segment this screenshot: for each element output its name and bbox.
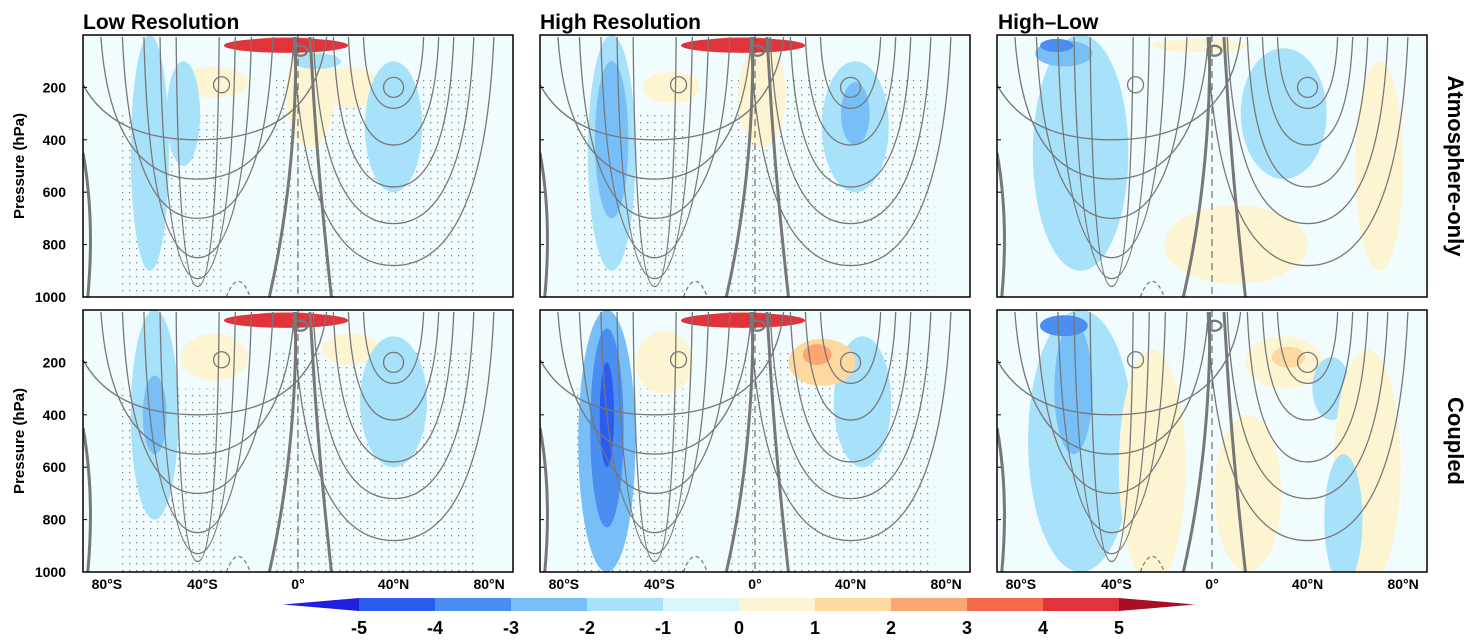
panel-r0-c1 — [539, 34, 971, 298]
panel-r0-c2 — [996, 34, 1428, 298]
colorbar-tick-label: -1 — [655, 618, 671, 638]
colorbar-tick-label: 1 — [810, 618, 820, 638]
x-tick-label: 40°S — [187, 576, 218, 592]
anomaly-blob — [1324, 454, 1363, 572]
anomaly-blob — [1214, 414, 1282, 572]
x-tick-label: 40°N — [835, 576, 866, 592]
y-tick-label: 200 — [43, 354, 67, 370]
colorbar-tick-label: -2 — [579, 618, 595, 638]
anomaly-blob — [594, 61, 629, 219]
colorbar-tick-label: 3 — [962, 618, 972, 638]
colorbar-segment — [891, 598, 968, 611]
axis-ticks: 200 400 600 800 1000 200 400 600 800 1000 80°S 40°S… — [35, 79, 1419, 592]
anomaly-blob — [130, 35, 169, 271]
x-tick-label: 80°S — [549, 576, 580, 592]
colorbar-tick-label: 0 — [734, 618, 744, 638]
row-label-atmosphere-only: Atmosphere-only — [1443, 76, 1468, 258]
anomaly-blob — [223, 38, 349, 53]
anomaly-blob — [166, 61, 201, 166]
x-tick-label: 80°N — [930, 576, 961, 592]
panel-title-low-resolution: Low Resolution — [83, 11, 239, 34]
panel-frame — [996, 309, 1428, 573]
y-tick-label: 1000 — [35, 564, 66, 580]
x-tick-label: 0° — [291, 576, 304, 592]
x-tick-label: 40°N — [1292, 576, 1323, 592]
panel-frame — [539, 34, 971, 298]
x-tick-label: 40°S — [644, 576, 675, 592]
anomaly-blob — [802, 344, 832, 366]
panel-frame — [82, 34, 514, 298]
anomaly-blob — [1164, 205, 1308, 284]
colorbar-segment — [359, 598, 436, 611]
colorbar-tick-label: -4 — [427, 618, 443, 638]
y-tick-label: 400 — [43, 132, 67, 148]
colorbar-tick-label: -3 — [503, 618, 519, 638]
x-tick-label: 80°S — [1006, 576, 1037, 592]
x-tick-label: 0° — [1205, 576, 1218, 592]
anomaly-blob — [841, 82, 870, 146]
x-tick-label: 80°N — [473, 576, 504, 592]
panel-r1-c1 — [539, 309, 971, 573]
colorbar-segment — [967, 598, 1044, 611]
anomaly-blob — [364, 61, 423, 193]
anomaly-blob — [1040, 315, 1088, 337]
colorbar-segment — [587, 598, 664, 611]
y-tick-label: 600 — [43, 184, 67, 200]
colorbar-tick-label: -5 — [351, 618, 367, 638]
anomaly-blob — [1271, 346, 1306, 368]
x-tick-label: 80°S — [92, 576, 123, 592]
anomaly-blob — [680, 38, 806, 53]
colorbar: -5 -4 -3 -2 -1 0 1 2 3 4 5 — [283, 598, 1195, 638]
panel-grid — [82, 34, 1428, 573]
y-tick-label: 800 — [43, 512, 67, 528]
y-axis-label-row2: Pressure (hPa) — [11, 388, 28, 494]
colorbar-tick-label: 5 — [1114, 618, 1124, 638]
anomaly-blob — [1152, 38, 1248, 53]
panel-title-high-resolution: High Resolution — [540, 11, 701, 34]
y-tick-label: 1000 — [35, 289, 66, 305]
x-tick-label: 40°N — [378, 576, 409, 592]
anomaly-blob — [1032, 35, 1129, 271]
colorbar-segment — [283, 598, 359, 611]
panel-r1-c0 — [82, 309, 514, 573]
y-tick-label: 800 — [43, 237, 67, 253]
anomaly-blob — [680, 313, 806, 328]
colorbar-tick-label: 4 — [1038, 618, 1048, 638]
anomaly-blob — [293, 53, 341, 70]
colorbar-tick-label: 2 — [886, 618, 896, 638]
panel-r0-c0 — [82, 34, 514, 298]
y-tick-label: 200 — [43, 79, 67, 95]
panel-r1-c2 — [996, 309, 1428, 573]
anomaly-blob — [1355, 61, 1404, 271]
panel-frame — [996, 34, 1428, 298]
y-axis-label-row1: Pressure (hPa) — [11, 113, 28, 219]
anomaly-blob — [1118, 349, 1186, 572]
anomaly-blob — [1040, 38, 1074, 53]
colorbar-segment — [1043, 598, 1120, 611]
colorbar-segment — [511, 598, 588, 611]
y-tick-label: 600 — [43, 459, 67, 475]
panel-frame — [539, 309, 971, 573]
y-tick-label: 400 — [43, 407, 67, 423]
anomaly-blob — [635, 330, 693, 394]
colorbar-segment — [663, 598, 740, 611]
anomaly-blob — [1054, 323, 1093, 455]
row-label-coupled: Coupled — [1443, 397, 1468, 485]
x-tick-label: 40°S — [1101, 576, 1132, 592]
colorbar-segment — [435, 598, 512, 611]
panel-title-high-minus-low: High–Low — [998, 11, 1099, 34]
x-tick-label: 80°N — [1387, 576, 1418, 592]
anomaly-blob — [223, 313, 349, 328]
colorbar-segment — [1119, 598, 1195, 611]
colorbar-segment — [815, 598, 892, 611]
x-tick-label: 0° — [748, 576, 761, 592]
panel-frame — [82, 309, 514, 573]
anomaly-blob — [360, 336, 427, 468]
anomaly-blob — [1240, 48, 1327, 180]
colorbar-segment — [739, 598, 816, 611]
